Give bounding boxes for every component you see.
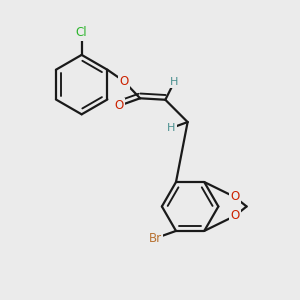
Text: O: O <box>230 209 239 223</box>
Text: O: O <box>230 190 239 203</box>
Text: Cl: Cl <box>76 26 88 39</box>
Text: H: H <box>167 123 176 133</box>
Text: H: H <box>170 77 178 87</box>
Text: O: O <box>115 99 124 112</box>
Text: Br: Br <box>148 232 162 245</box>
Text: O: O <box>119 74 128 88</box>
